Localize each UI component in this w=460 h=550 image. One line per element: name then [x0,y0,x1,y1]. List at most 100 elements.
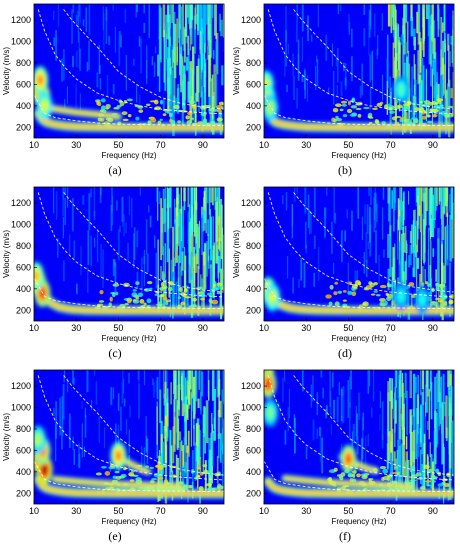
noise-streak [173,374,176,413]
y-axis-label: Velocity (m/s) [2,413,11,461]
noise-streak [426,108,428,118]
noise-streak [423,21,425,41]
energy-spot-core [398,84,405,95]
noise-streak [414,376,417,393]
noise-streak [164,444,168,504]
noise-blob [111,292,116,298]
noise-streak [403,4,406,55]
noise-streak [177,255,180,311]
noise-streak [435,412,438,448]
background-streak [293,414,296,429]
noise-streak [183,436,185,452]
background-streak [313,272,315,287]
noise-blob [159,118,163,121]
noise-streak [160,453,163,499]
noise-blob [430,474,436,479]
panel-a: 10 30 50 70 90 200 400 600 800 1000 1200 Frequency … [0,0,230,183]
noise-streak [416,408,419,444]
noise-blob [101,105,106,111]
noise-streak [212,433,214,467]
background-streak [285,30,288,67]
noise-streak [208,255,210,269]
y-tick-label: 200 [246,488,261,498]
noise-blob [391,300,395,306]
dashed-curve [34,94,224,127]
noise-streak [435,187,438,206]
panel-e: 10 30 50 70 90 200 400 600 800 1000 1200 Frequency … [0,366,230,549]
noise-blob [126,98,133,102]
background-streak [381,74,384,101]
noise-blob [448,299,454,305]
background-streak [359,85,362,99]
noise-blob [210,120,216,124]
background-streak [110,204,113,232]
noise-streak [413,36,416,51]
noise-streak [193,286,196,295]
background-streak [115,423,117,446]
dashed-curve [267,375,454,481]
noise-streak [207,4,210,41]
background-streak [61,396,64,426]
background-streak [381,434,384,449]
x-tick-label: 10 [29,323,39,333]
x-tick-label: 70 [386,323,396,333]
noise-streak [183,187,186,202]
background-streak [78,4,80,17]
noise-streak [179,208,182,264]
noise-streak [425,384,428,413]
noise-streak [209,74,212,128]
noise-streak [156,376,159,400]
background-streak [381,13,383,31]
noise-streak [170,74,173,128]
noise-streak [387,187,390,204]
noise-streak [391,190,393,209]
noise-streak [450,187,452,219]
noise-blob [155,465,162,468]
background-streak [305,221,307,249]
noise-streak [211,412,213,426]
noise-streak [212,216,214,262]
background-streak [351,210,353,231]
noise-blob [338,473,343,479]
noise-streak [420,231,422,283]
background-streak [333,399,336,419]
noise-blob [145,103,151,106]
noise-streak [445,225,449,266]
background-streak [317,4,319,28]
noise-streak [448,403,452,462]
noise-streak [208,187,211,215]
noise-streak [449,262,451,317]
noise-streak [163,30,165,83]
energy-layer [264,276,454,316]
background-streak [331,221,333,254]
noise-blob [358,281,362,286]
x-tick-label: 70 [156,323,166,333]
noise-streak [179,4,181,30]
noise-streak [442,373,445,404]
background-streak [282,377,284,403]
noise-streak [169,289,172,318]
background-streak [319,428,322,462]
background-streak [297,39,300,73]
noise-blob [178,287,183,292]
background-streak [53,407,55,416]
noise-streak [172,426,175,464]
background-streak [73,240,76,259]
background-streak [344,230,346,242]
background-streak [146,438,149,464]
energy-spot-core [269,292,276,303]
background-streak [88,193,91,231]
y-tick-label: 400 [246,101,261,111]
noise-streak [204,407,206,454]
background-streak [56,191,58,220]
noise-streak [163,98,165,111]
noise-blob [334,301,340,307]
dashed-curve [267,192,454,298]
noise-streak [429,265,432,286]
noise-blob [357,113,362,118]
background-streak [123,214,125,237]
noise-streak [187,35,190,56]
background-streak [66,378,69,393]
background-streak [94,237,96,248]
y-tick-label: 600 [16,445,31,455]
